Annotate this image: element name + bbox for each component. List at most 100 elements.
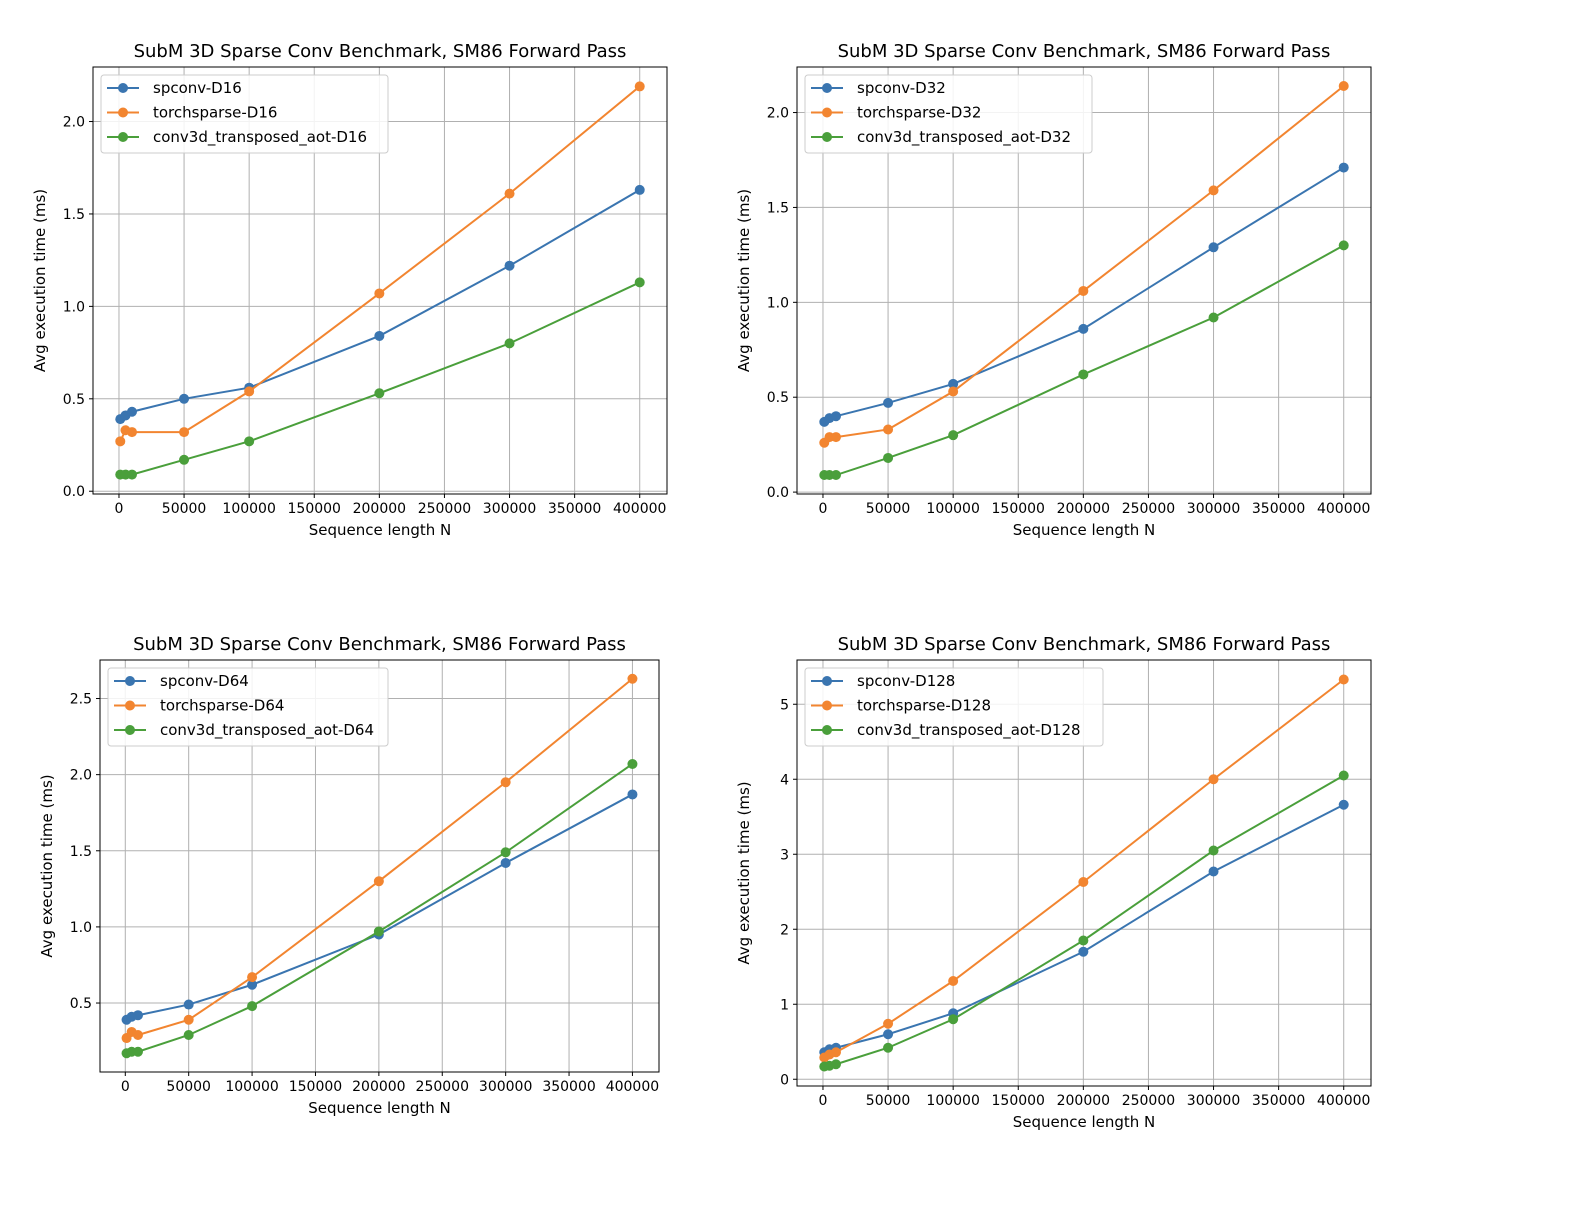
x-tick-label: 150000	[992, 1093, 1045, 1109]
legend-marker	[822, 83, 832, 93]
data-point	[132, 1010, 143, 1021]
data-point	[627, 758, 638, 769]
legend-marker	[822, 700, 832, 711]
legend-label: spconv-D16	[153, 79, 242, 97]
data-point	[830, 432, 841, 443]
data-point	[500, 777, 511, 788]
series-conv3d	[115, 277, 645, 480]
legend-marker	[125, 700, 135, 711]
data-point	[179, 427, 190, 438]
x-tick-label: 200000	[1057, 1093, 1110, 1109]
data-point	[1078, 369, 1089, 380]
y-tick-label: 2.0	[70, 768, 92, 784]
legend-marker	[822, 725, 832, 735]
data-point	[948, 430, 959, 441]
data-point	[1078, 935, 1089, 946]
data-point	[883, 452, 894, 463]
data-point	[247, 979, 258, 990]
x-tick-label: 0	[115, 501, 124, 517]
data-point	[115, 436, 126, 447]
data-point	[1338, 240, 1349, 251]
axes-frame	[796, 66, 1372, 495]
legend-marker	[822, 107, 832, 118]
x-axis-label: Sequence length N	[308, 1099, 451, 1117]
data-point	[1078, 877, 1089, 887]
series-torchsparse	[121, 673, 638, 1044]
x-tick-label: 400000	[1317, 501, 1370, 517]
series-torchsparse	[115, 81, 645, 447]
legend-label: conv3d_transposed_aot-D16	[153, 128, 367, 147]
data-point	[883, 1042, 894, 1053]
legend-label: torchsparse-D128	[857, 697, 991, 715]
y-axis-label: Avg execution time (ms)	[735, 781, 753, 964]
x-tick-label: 200000	[1057, 501, 1110, 517]
series-line	[119, 189, 641, 420]
x-tick-label: 400000	[1317, 1093, 1370, 1109]
y-tick-label: 1.0	[767, 295, 789, 311]
chart-title: SubM 3D Sparse Conv Benchmark, SM86 Forw…	[838, 634, 1331, 655]
legend-label: spconv-D128	[857, 672, 955, 690]
x-tick-label: 300000	[1187, 1093, 1240, 1109]
legend-label: torchsparse-D16	[153, 104, 277, 122]
data-point	[1208, 312, 1219, 323]
x-tick-label: 350000	[1252, 1093, 1305, 1109]
legend-marker	[118, 83, 128, 93]
subplot-2: 0 50000 100000 150000 200000 250000 300000 3500…	[735, 41, 1372, 539]
legend-box	[100, 74, 389, 154]
data-point	[1208, 242, 1219, 253]
legend-marker	[822, 676, 832, 686]
data-point	[1208, 845, 1219, 856]
data-point	[126, 469, 137, 480]
x-tick-label: 300000	[483, 501, 536, 517]
data-point	[373, 876, 384, 887]
series-spconv	[819, 162, 1349, 427]
x-tick-label: 0	[121, 1079, 130, 1095]
y-tick-label: 0.0	[63, 484, 85, 500]
x-tick-label: 250000	[416, 1079, 469, 1095]
y-axis-label: Avg execution time (ms)	[31, 189, 49, 372]
legend-label: spconv-D64	[160, 672, 249, 690]
x-tick-label: 150000	[289, 1079, 342, 1095]
data-point	[1338, 80, 1349, 91]
x-tick-label: 150000	[992, 501, 1045, 517]
legend-label: conv3d_transposed_aot-D64	[160, 721, 374, 740]
x-axis-label: Sequence length N	[1013, 521, 1156, 539]
x-axis-label: Sequence length N	[309, 521, 452, 539]
x-tick-label: 100000	[222, 501, 275, 517]
data-point	[1338, 674, 1349, 685]
data-point	[374, 330, 385, 341]
data-point	[373, 926, 384, 937]
x-tick-label: 200000	[352, 1079, 405, 1095]
y-tick-label: 1.0	[70, 920, 92, 936]
legend: spconv-D32 torchsparse-D32 conv3d_transpos…	[804, 74, 1093, 154]
data-point	[627, 673, 638, 684]
data-point	[1078, 946, 1089, 957]
y-tick-label: 1	[780, 997, 789, 1013]
data-point	[504, 338, 515, 349]
y-tick-label: 4	[780, 772, 789, 788]
data-point	[1078, 323, 1089, 334]
data-point	[183, 1014, 194, 1025]
legend-marker	[118, 132, 128, 142]
data-point	[374, 288, 385, 299]
legend-marker	[125, 676, 135, 686]
series-line	[126, 793, 633, 1021]
y-tick-label: 1.5	[767, 200, 789, 216]
x-tick-label: 100000	[926, 1093, 979, 1109]
series-line	[120, 281, 641, 476]
data-point	[132, 1046, 143, 1057]
x-tick-label: 100000	[225, 1079, 278, 1095]
x-tick-label: 400000	[613, 501, 666, 517]
data-point	[244, 386, 255, 397]
x-tick-label: 400000	[606, 1079, 659, 1095]
legend-label: conv3d_transposed_aot-D32	[857, 128, 1071, 147]
x-tick-label: 250000	[1122, 1093, 1175, 1109]
legend-label: spconv-D32	[857, 79, 946, 97]
x-tick-label: 50000	[166, 1079, 211, 1095]
data-point	[830, 1059, 841, 1070]
data-point	[179, 393, 190, 404]
axes-frame	[99, 659, 660, 1073]
x-tick-label: 300000	[479, 1079, 532, 1095]
x-tick-label: 50000	[866, 501, 911, 517]
y-tick-label: 1.5	[63, 207, 85, 223]
